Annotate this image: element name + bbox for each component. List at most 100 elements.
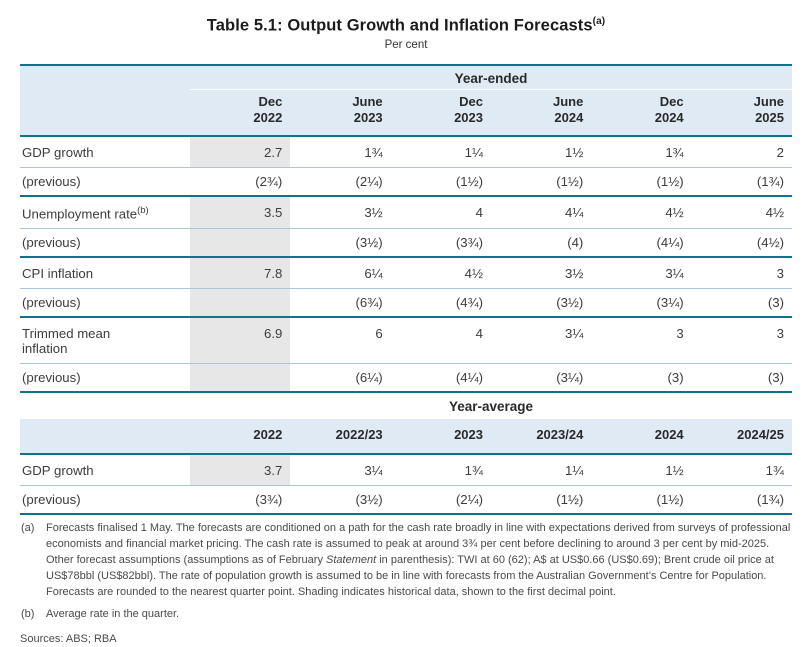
value-cell: (4¼) — [656, 235, 684, 251]
value-cell: 1¾ — [464, 462, 483, 478]
value-cell: 7.8 — [190, 258, 291, 289]
header-spacer — [20, 419, 190, 453]
value-cell: (2¼) — [355, 173, 383, 189]
value-cell: (6¼) — [355, 370, 383, 386]
value-cell: (2¼) — [455, 491, 483, 507]
header-spacer — [20, 66, 190, 90]
row-label: (previous) — [22, 173, 81, 189]
value-cell: (3) — [767, 370, 784, 386]
page-subtitle: Per cent — [384, 38, 428, 51]
row-label: (previous) — [22, 235, 81, 251]
column-header: Dec 2022 — [253, 93, 283, 126]
value-cell — [190, 289, 291, 317]
value-cell: 3 — [776, 266, 784, 282]
value-cell: 3¼ — [665, 266, 684, 282]
year-average-table: Year-average 2022 2022/23 2023 2023/24 2… — [20, 393, 792, 515]
value-cell: (2¾) — [255, 173, 283, 189]
value-cell: (3) — [667, 370, 684, 386]
footnote-b: (b) Average rate in the quarter. — [20, 606, 792, 622]
table-row-cpi-previous: (previous) (6¾) (4¾) (3½) (3¼) (3) — [20, 289, 792, 319]
value-cell: 3½ — [364, 204, 383, 220]
year-average-section-label: Year-average — [448, 399, 534, 415]
value-cell: (4¼) — [455, 370, 483, 386]
row-label: GDP growth — [22, 144, 94, 160]
column-header: 2022 — [253, 427, 283, 443]
value-cell: 3½ — [564, 266, 584, 282]
table-row-unemployment-previous: (previous) (3½) (3¾) (4) (4¼) (4½) — [20, 229, 792, 259]
value-cell: (3½) — [556, 295, 584, 311]
value-cell: 2 — [776, 144, 784, 160]
value-cell: (3¼) — [556, 370, 584, 386]
column-header: 2023/24 — [536, 427, 584, 443]
value-cell: 1¼ — [464, 144, 483, 160]
value-cell: (1¾) — [756, 173, 784, 189]
value-cell: 3 — [776, 326, 784, 342]
value-cell: (1½) — [656, 173, 684, 189]
value-cell: 3 — [676, 326, 684, 342]
value-cell — [190, 229, 291, 257]
value-cell: (4) — [567, 235, 584, 251]
header-spacer — [20, 393, 190, 419]
row-footnote-marker: (b) — [137, 204, 149, 216]
column-header: Dec 2024 — [654, 93, 684, 126]
table-row-gdp-previous: (previous) (2¾) (2¼) (1½) (1½) (1½) (1¾) — [20, 168, 792, 197]
column-header: June 2024 — [552, 93, 584, 126]
value-cell: (3) — [767, 295, 784, 311]
footnote-b-text: Average rate in the quarter. — [46, 608, 180, 620]
table-row-cpi-inflation: CPI inflation 7.8 6¼ 4½ 3½ 3¼ 3 — [20, 258, 792, 290]
value-cell: 4 — [475, 204, 483, 220]
row-label: Trimmed mean inflation — [22, 326, 111, 357]
year-ended-table: Year-ended Dec 2022 June 2023 Dec 2023 June… — [20, 63, 792, 394]
value-cell: (4½) — [756, 235, 784, 251]
value-cell: 4½ — [665, 204, 684, 220]
value-cell: (4¾) — [455, 295, 483, 311]
page-title-text: Table 5.1: Output Growth and Inflation F… — [206, 16, 593, 35]
value-cell — [190, 364, 291, 392]
row-label: CPI inflation — [22, 266, 94, 282]
year-average-column-headers: 2022 2022/23 2023 2023/24 2024 2024/25 — [20, 419, 792, 455]
value-cell: 4½ — [464, 266, 483, 282]
value-cell: (3¼) — [656, 295, 684, 311]
year-ended-header: Year-ended Dec 2022 June 2023 Dec 2023 June… — [20, 63, 792, 137]
footnote-a-text: Forecasts finalised 1 May. The forecasts… — [46, 521, 791, 598]
sources-line: Sources: ABS; RBA — [20, 633, 117, 646]
value-cell: (1½) — [656, 491, 684, 507]
value-cell: 1½ — [665, 462, 684, 478]
value-cell: 4 — [475, 326, 483, 342]
column-header: June 2023 — [352, 93, 383, 126]
value-cell: (1¾) — [756, 491, 784, 507]
table-row-gdp-growth: GDP growth 2.7 1¾ 1¼ 1½ 1¾ 2 — [20, 136, 792, 168]
value-cell: 4¼ — [564, 204, 584, 220]
value-cell: (1½) — [455, 173, 483, 189]
column-header: 2022/23 — [335, 427, 383, 443]
column-header: Dec 2023 — [454, 93, 483, 126]
year-ended-section-label: Year-ended — [190, 66, 792, 90]
page-title: Table 5.1: Output Growth and Inflation F… — [20, 16, 792, 36]
row-label: (previous) — [22, 295, 81, 311]
footnote-a: (a) Forecasts finalised 1 May. The forec… — [20, 520, 792, 600]
value-cell: (3¾) — [255, 491, 283, 507]
table-row-trimmed-mean-inflation: Trimmed mean inflation 6.9 6 4 3¼ 3 3 — [20, 318, 792, 365]
row-label: Unemployment rate(b) — [22, 204, 149, 222]
title-footnote-marker: (a) — [592, 16, 606, 27]
table-row-gdp-growth-average: GDP growth 3.7 3¼ 1¾ 1¼ 1½ 1¾ — [20, 454, 792, 486]
row-label: (previous) — [22, 491, 81, 507]
table-row-trimmed-mean-previous: (previous) (6¼) (4¼) (3¼) (3) (3) — [20, 364, 792, 394]
value-cell: (3½) — [355, 235, 383, 251]
year-ended-section-row: Year-ended — [20, 66, 792, 90]
column-header: 2024/25 — [737, 427, 784, 443]
row-label: (previous) — [22, 370, 81, 386]
value-cell: 6.9 — [190, 318, 291, 364]
table-row-gdp-previous-average: (previous) (3¾) (3½) (2¼) (1½) (1½) (1¾) — [20, 486, 792, 515]
value-cell: 2.7 — [190, 136, 291, 167]
header-spacer — [20, 90, 190, 135]
value-cell: 3¼ — [364, 462, 383, 478]
year-ended-column-headers: Dec 2022 June 2023 Dec 2023 June 2024 Dec 202… — [20, 90, 792, 135]
value-cell: 1¾ — [765, 462, 784, 478]
year-average-section-row: Year-average — [20, 393, 792, 419]
value-cell: 1¾ — [665, 144, 684, 160]
row-label: GDP growth — [22, 462, 94, 478]
value-cell: 1¼ — [564, 462, 584, 478]
footnote-b-label: (b) — [21, 608, 35, 620]
